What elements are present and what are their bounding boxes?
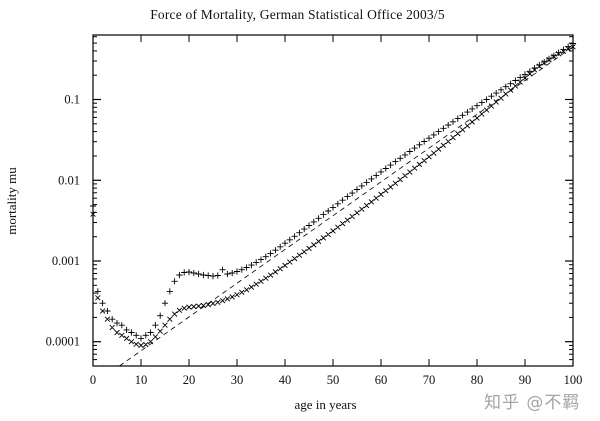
svg-text:20: 20 <box>183 373 196 387</box>
y-ticks <box>93 36 573 361</box>
svg-text:70: 70 <box>423 373 436 387</box>
svg-text:80: 80 <box>471 373 484 387</box>
plot-frame <box>92 34 574 367</box>
svg-text:10: 10 <box>135 373 148 387</box>
y-tick-labels: 0.0001 0.001 0.01 0.1 <box>46 93 80 349</box>
gompertz-fit-line <box>119 46 574 367</box>
svg-text:90: 90 <box>519 373 532 387</box>
svg-text:100: 100 <box>564 373 583 387</box>
chart-title: Force of Mortality, German Statistical O… <box>150 7 445 22</box>
x-tick-labels: 0 10 20 30 40 50 60 70 80 90 100 <box>90 373 583 387</box>
x-ticks <box>92 35 574 366</box>
watermark: 知乎 @不羁 <box>484 393 581 413</box>
svg-text:0.01: 0.01 <box>58 173 80 187</box>
svg-text:0.0001: 0.0001 <box>46 335 80 349</box>
svg-text:40: 40 <box>279 373 292 387</box>
svg-text:30: 30 <box>231 373 244 387</box>
svg-text:0.001: 0.001 <box>52 254 80 268</box>
svg-text:0: 0 <box>90 373 96 387</box>
mortality-cross-series <box>90 44 576 349</box>
svg-text:0.1: 0.1 <box>64 93 80 107</box>
svg-text:60: 60 <box>375 373 388 387</box>
svg-text:50: 50 <box>327 373 340 387</box>
x-axis-title: age in years <box>294 397 357 412</box>
mortality-plus-series <box>89 40 577 342</box>
